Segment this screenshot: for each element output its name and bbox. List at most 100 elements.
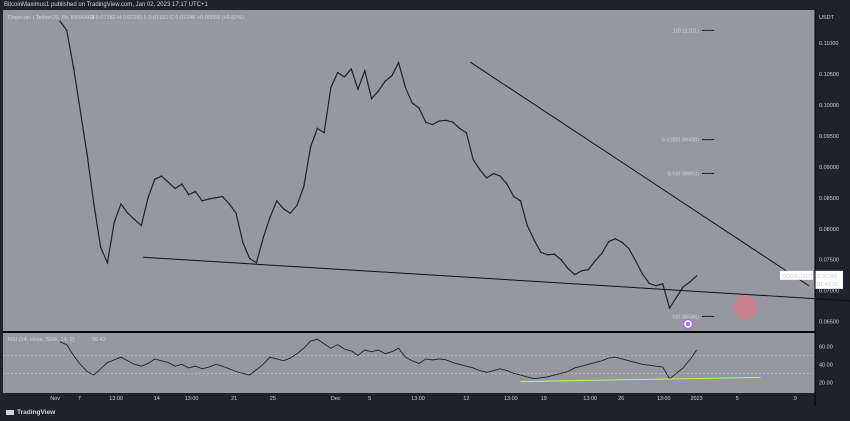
highlight-circle[interactable] xyxy=(732,295,757,320)
price-point xyxy=(479,169,481,171)
trendline[interactable] xyxy=(469,61,810,287)
fib-level-label: 0(0.06586) xyxy=(672,314,699,320)
time-tick-label: 2023 xyxy=(690,396,702,402)
chart-canvas[interactable]: USDT 0.11000 0.10500 0.10000 0.09500 0.09000 0… xyxy=(0,10,850,406)
price-badge xyxy=(815,270,843,289)
price-point xyxy=(384,80,386,82)
publisher-bar: BitcoinMaximus1 published on TradingView… xyxy=(0,0,850,10)
price-point xyxy=(607,241,610,243)
price-point xyxy=(194,190,197,193)
price-point xyxy=(316,127,319,130)
publisher-line: BitcoinMaximus1 published on TradingView… xyxy=(4,2,208,8)
price-point xyxy=(106,262,109,264)
price-point xyxy=(72,66,75,69)
rsi-pane[interactable]: RSI (14, close, SMA, 14, 2) 56.42 60.00 40.… xyxy=(3,333,833,393)
price-point xyxy=(323,131,325,134)
price-point xyxy=(336,71,339,74)
time-tick-label: 13:00 xyxy=(583,396,597,402)
time-tick-label: Dec xyxy=(331,396,341,402)
price-point xyxy=(655,285,657,287)
price-point xyxy=(634,260,637,262)
price-point xyxy=(248,257,251,260)
price-point xyxy=(675,296,677,299)
price-point xyxy=(357,88,359,91)
price-point xyxy=(235,212,237,214)
price-point xyxy=(662,283,664,285)
price-pane[interactable]: USDT 0.11000 0.10500 0.10000 0.09500 0.09000 0… xyxy=(3,10,850,331)
time-tick-label: 13:00 xyxy=(109,396,123,402)
price-point xyxy=(181,183,183,185)
price-tick-label: 0.10000 xyxy=(819,103,839,109)
price-point xyxy=(79,110,82,112)
rsi-series-line[interactable] xyxy=(59,338,697,380)
price-point xyxy=(621,241,623,244)
price-point xyxy=(418,107,420,109)
time-axis[interactable]: Nov 7 13:00 14 13:00 21 25 Dec 5 13:00 12 13:00 19 13… xyxy=(50,396,797,402)
price-point xyxy=(167,181,170,183)
price-tick-label: 0.11000 xyxy=(819,41,838,47)
price-point xyxy=(276,200,278,202)
tradingview-icon xyxy=(6,409,14,415)
price-point xyxy=(133,218,136,221)
price-point xyxy=(370,97,373,100)
price-point xyxy=(404,86,407,89)
price-point xyxy=(255,262,258,264)
price-point xyxy=(242,241,244,244)
price-point xyxy=(601,252,603,255)
price-point xyxy=(120,203,122,205)
price-point xyxy=(187,193,190,196)
price-tick-label: 0.10500 xyxy=(819,72,839,78)
price-point xyxy=(140,224,142,227)
price-point xyxy=(668,307,671,309)
price-point xyxy=(641,273,644,275)
price-point xyxy=(594,260,596,262)
price-point xyxy=(695,275,698,277)
price-point xyxy=(682,286,684,288)
price-point xyxy=(201,200,203,202)
price-point xyxy=(458,127,461,130)
ohlc-readout: O 0.07182 H 0.07291 L 0.07161 C 0.07240 … xyxy=(90,15,244,21)
fib-level-label: 0.618(0.09438) xyxy=(662,138,699,144)
price-point xyxy=(364,70,366,72)
price-point xyxy=(648,282,650,284)
price-point xyxy=(147,197,149,199)
price-point xyxy=(221,195,224,198)
price-point xyxy=(99,246,102,249)
time-tick-label: Nov xyxy=(50,396,60,402)
price-point xyxy=(411,102,413,104)
price-tick-label: 0.07000 xyxy=(819,289,839,295)
price-tick-label: 0.08500 xyxy=(819,196,839,202)
price-point xyxy=(519,200,522,202)
price-tick-label: 0.06500 xyxy=(819,320,839,326)
price-point xyxy=(506,183,508,185)
price-point xyxy=(289,212,291,214)
tradingview-logo[interactable]: TradingView xyxy=(6,409,55,416)
time-tick-label: 26 xyxy=(618,396,624,402)
price-point xyxy=(431,123,434,126)
price-tick-label: 0.07500 xyxy=(819,258,839,264)
price-point xyxy=(560,259,562,261)
fib-level-label: 1(0.11201) xyxy=(673,28,699,34)
time-tick-label: 13:00 xyxy=(504,396,518,402)
price-tick-label: 0.08000 xyxy=(819,227,839,233)
symbol-badge-label: DOGEUSDT xyxy=(782,274,814,280)
price-point xyxy=(93,203,95,205)
price-point xyxy=(303,185,305,188)
rsi-value-label: 56.42 xyxy=(92,337,106,343)
price-badge-timer: 01:42:56 xyxy=(817,282,838,288)
price-point xyxy=(526,224,529,227)
price-point xyxy=(567,267,569,270)
price-point xyxy=(160,175,163,177)
price-point xyxy=(614,237,617,240)
price-point xyxy=(553,253,556,255)
rsi-tick-label: 60.00 xyxy=(819,344,833,350)
rsi-pane-background xyxy=(3,333,815,393)
price-point xyxy=(445,119,447,122)
price-tick-label: 0.09000 xyxy=(819,165,839,171)
time-tick-label: 9 xyxy=(794,396,797,402)
trendline[interactable] xyxy=(143,256,850,302)
rsi-divergence-line[interactable] xyxy=(520,376,761,383)
price-point xyxy=(208,198,210,200)
price-point xyxy=(174,187,176,190)
price-point xyxy=(587,268,589,271)
